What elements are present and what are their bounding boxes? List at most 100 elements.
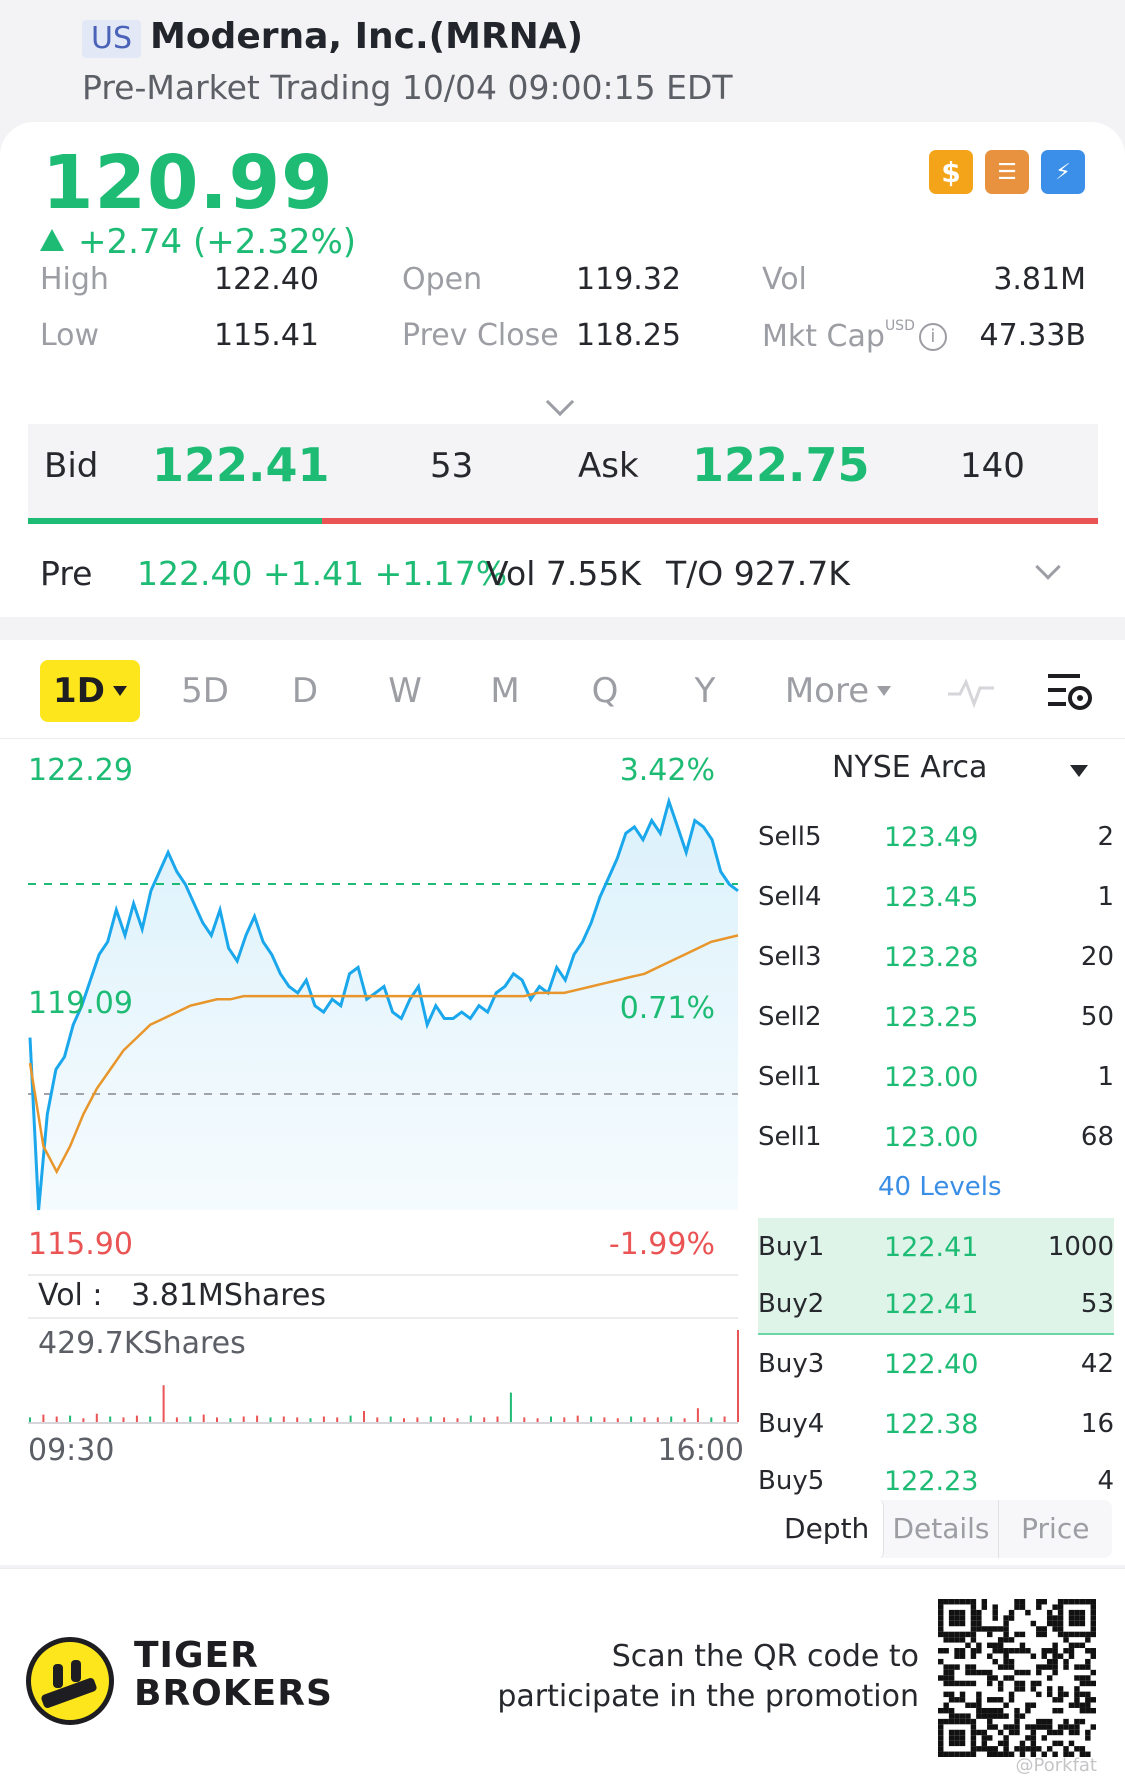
volume-bar (202, 1414, 205, 1422)
bid-level-size: 16 (1080, 1409, 1114, 1439)
high-value: 122.40 (214, 262, 319, 297)
watermark-handle: @Porkfat (1015, 1755, 1097, 1776)
tab-5d[interactable]: 5D (181, 671, 229, 711)
tab-w[interactable]: W (388, 671, 422, 711)
volume-bar (296, 1417, 299, 1422)
price-change: +2.74 (+2.32%) (40, 222, 356, 262)
ask-row: Sell5 123.49 2 (758, 808, 1114, 868)
indicator-icon[interactable] (946, 674, 996, 708)
volume-bar (216, 1417, 218, 1422)
tab-y[interactable]: Y (694, 671, 716, 711)
pre-volume: Vol 7.55K (486, 554, 641, 593)
expand-stats-chevron-icon[interactable] (545, 387, 575, 417)
tab-d[interactable]: D (291, 671, 319, 711)
average-price-line (28, 934, 739, 1175)
caret-down-icon (112, 686, 127, 696)
intraday-chart[interactable]: 122.29 3.42% 119.09 0.71% 115.90 -1.99% … (0, 740, 750, 1500)
feature-badges: $ ☰ ⚡ (929, 150, 1085, 194)
bid-level-label: Buy4 (758, 1409, 825, 1439)
volume-bar (550, 1416, 552, 1422)
stack-icon[interactable]: ☰ (985, 150, 1029, 194)
bid-level-price: 122.41 (884, 1289, 979, 1320)
vol-label: Vol (762, 262, 807, 297)
chart-settings-icon[interactable] (1046, 670, 1096, 714)
axis-high-pct: 3.42% (620, 753, 715, 788)
price-area (30, 801, 738, 1210)
price-line (28, 796, 739, 1211)
bid-level-label: Buy3 (758, 1349, 825, 1379)
promo-banner: TIGER BROKERS Scan the QR code to partic… (0, 1568, 1125, 1786)
ask-level-label: Sell3 (758, 942, 822, 972)
ask-row: Sell3 123.28 20 (758, 928, 1114, 988)
ask-level-price: 123.00 (884, 1062, 979, 1093)
pre-market-row[interactable]: Pre 122.40 +1.41 +1.17% Vol 7.55K T/O 92… (0, 542, 1125, 612)
levels-link[interactable]: 40 Levels (878, 1172, 1002, 1202)
last-price: 120.99 (42, 140, 334, 226)
open-value: 119.32 (576, 262, 681, 297)
volume-bar (443, 1417, 446, 1422)
dollar-icon[interactable]: $ (929, 150, 973, 194)
ask-price: 122.75 (692, 438, 870, 492)
tabs-divider (0, 738, 1125, 739)
ask-level-size: 1 (1097, 1062, 1114, 1092)
ask-level-size: 2 (1097, 822, 1114, 852)
bid-row: Buy3 122.40 42 (758, 1335, 1114, 1395)
volume-bar (536, 1418, 539, 1422)
chart-card: 1D 5D D W M Q Y More (0, 640, 1125, 1565)
tab-price[interactable]: Price (1021, 1512, 1090, 1545)
tab-more-label: More (784, 671, 870, 711)
bid-level-price: 122.38 (884, 1409, 979, 1440)
ask-level-label: Sell1 (758, 1122, 822, 1152)
tab-more[interactable]: More (778, 660, 898, 722)
tab-q[interactable]: Q (591, 671, 619, 711)
bid-level-price: 122.23 (884, 1466, 979, 1496)
volume-bar (29, 1417, 31, 1422)
tab-details[interactable]: Details (884, 1500, 999, 1558)
volume-bar (282, 1416, 285, 1422)
mkt-cap-label-text: Mkt Cap (762, 319, 885, 354)
ask-level-label: Sell2 (758, 1002, 822, 1032)
bid-highlight-divider (758, 1333, 1114, 1335)
ask-level-size: 50 (1080, 1002, 1114, 1032)
ask-level-size: 20 (1080, 942, 1114, 972)
stock-name[interactable]: Moderna, Inc.(MRNA) (150, 16, 584, 57)
axis-high-label: 122.29 (28, 753, 133, 788)
volume-bar (723, 1416, 726, 1422)
high-label: High (40, 262, 109, 297)
info-icon[interactable]: i (918, 323, 947, 351)
volume-bar (336, 1417, 339, 1422)
ask-level-price: 123.25 (884, 1002, 979, 1033)
pre-turnover: T/O 927.7K (666, 554, 850, 593)
volume-bar (710, 1417, 713, 1422)
ask-level-size: 1 (1097, 882, 1114, 912)
volume-bar (456, 1418, 459, 1422)
volume-bar (95, 1413, 98, 1422)
volume-bar (69, 1415, 72, 1422)
book-venue[interactable]: NYSE Arca (832, 750, 988, 785)
mkt-cap-label: Mkt CapUSD i (762, 318, 947, 354)
volume-bar (122, 1417, 125, 1422)
volume-bar (162, 1385, 165, 1422)
bid-level-label: Buy5 (758, 1466, 825, 1496)
bid-level-size: 42 (1080, 1349, 1114, 1379)
caret-down-icon[interactable] (1070, 765, 1088, 777)
volume-bar (590, 1416, 593, 1422)
tab-depth[interactable]: Depth (770, 1500, 885, 1558)
bid-row: Buy2 122.41 53 (758, 1275, 1114, 1335)
bid-level-label: Buy1 (758, 1232, 825, 1262)
volume-bar (523, 1417, 526, 1422)
qr-code[interactable] (938, 1599, 1096, 1757)
brand-name-line1: TIGER (134, 1635, 259, 1676)
stock-header: US Moderna, Inc.(MRNA) Pre-Market Tradin… (0, 0, 1125, 125)
volume-bar (82, 1418, 85, 1422)
volume-bar (737, 1330, 739, 1422)
tab-m[interactable]: M (490, 671, 520, 711)
tab-1d[interactable]: 1D (40, 660, 140, 722)
flash-icon[interactable]: ⚡ (1041, 150, 1085, 194)
volume-bar (576, 1415, 579, 1422)
bid-level-label: Buy2 (758, 1289, 825, 1319)
stats-row-1: High 122.40 Open 119.32 Vol 3.81M (40, 262, 1086, 302)
up-arrow-icon (40, 229, 64, 251)
chevron-down-icon[interactable] (1035, 554, 1061, 580)
volume-bar (149, 1416, 152, 1422)
